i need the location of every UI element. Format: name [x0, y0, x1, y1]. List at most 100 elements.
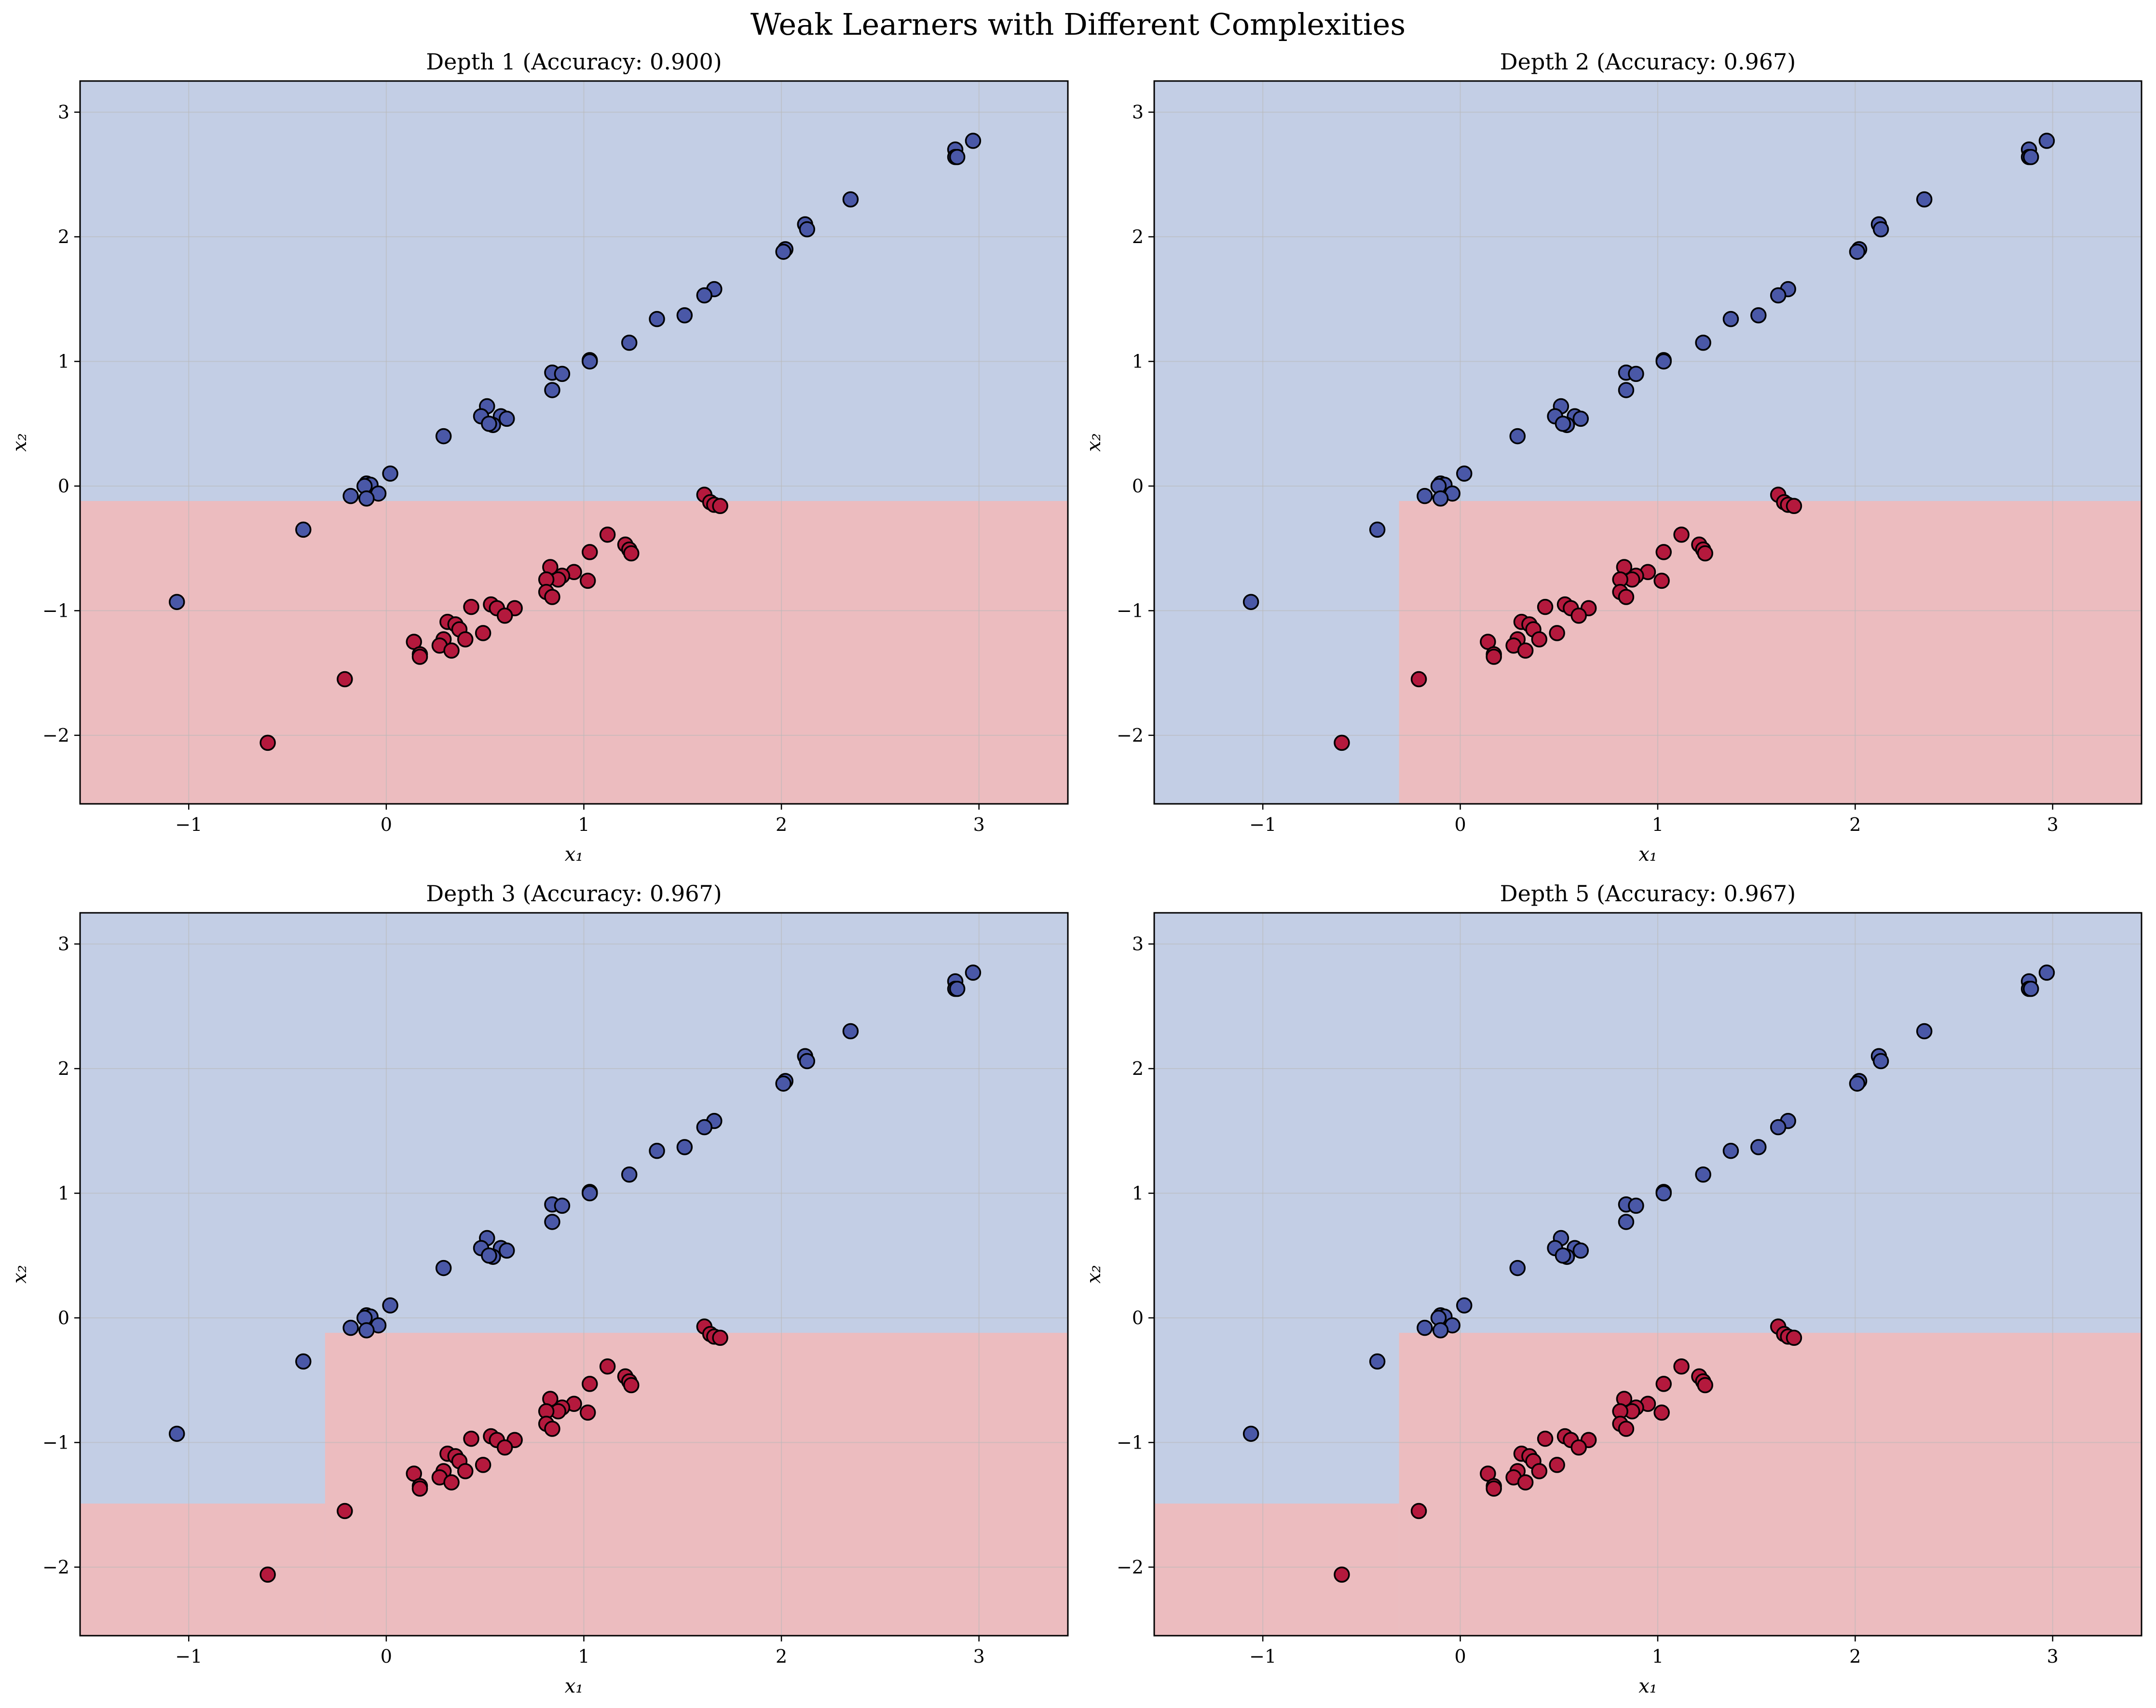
panel-4: −1 0 1 2 3 −2 −1 0 1 2 3 x₁ x₂ Depth 5 (Accuracy: 0.9…: [1083, 881, 2142, 1697]
point-class-blue: [1417, 1319, 1433, 1336]
y-tick-label: −2: [42, 1557, 69, 1578]
point-class-red: [337, 671, 353, 688]
point-class-blue: [1242, 1425, 1259, 1442]
y-axis-label: x₂: [9, 433, 31, 452]
y-axis-label: x₂: [1083, 1265, 1105, 1284]
point-class-blue: [582, 1185, 598, 1202]
point-class-blue: [799, 1053, 816, 1070]
y-tick-label: 3: [58, 102, 69, 123]
point-class-red: [712, 1329, 728, 1346]
y-tick-label: 2: [58, 226, 69, 247]
point-class-red: [475, 625, 491, 641]
point-class-blue: [544, 382, 560, 398]
point-class-red: [1537, 1430, 1554, 1447]
point-class-blue: [544, 1214, 560, 1230]
y-tick-label: 2: [1132, 226, 1144, 247]
point-class-blue: [1509, 1260, 1526, 1276]
point-class-blue: [342, 488, 359, 504]
point-class-blue: [1628, 366, 1644, 382]
y-tick-label: −2: [42, 725, 69, 746]
y-tick-label: −1: [1117, 600, 1144, 621]
point-class-blue: [965, 133, 982, 149]
x-tick-label: 0: [381, 814, 392, 835]
point-class-blue: [1242, 594, 1259, 610]
point-class-red: [1486, 649, 1502, 665]
point-class-red: [1786, 498, 1802, 515]
panel-title: Depth 2 (Accuracy: 0.967): [1500, 49, 1796, 75]
point-class-red: [411, 1480, 428, 1497]
axes-frame: [79, 80, 1069, 805]
point-class-red: [579, 572, 596, 589]
y-tick-label: 3: [1132, 934, 1144, 955]
y-tick-label: 0: [58, 475, 69, 497]
point-class-red: [1618, 589, 1635, 605]
x-axis-label: x₁: [1638, 1675, 1657, 1697]
point-class-red: [1549, 1457, 1565, 1473]
point-class-blue: [775, 1075, 791, 1092]
point-class-red: [1334, 734, 1350, 751]
point-class-red: [544, 589, 560, 605]
y-tick-label: 1: [1132, 1183, 1144, 1204]
panel-3: −1 0 1 2 3 −2 −1 0 1 2 3 x₁ x₂ Depth 3 (Accuracy: 0.9…: [9, 881, 1069, 1697]
point-class-red: [599, 527, 616, 543]
x-tick-label: 3: [973, 814, 985, 835]
point-class-blue: [1456, 465, 1473, 482]
point-class-red: [712, 498, 728, 515]
point-class-blue: [168, 594, 185, 610]
y-tick-label: −1: [42, 1432, 69, 1453]
region-red: [1154, 1504, 1399, 1636]
point-class-blue: [1916, 1023, 1933, 1040]
point-class-red: [1486, 1480, 1502, 1497]
point-class-blue: [1872, 1053, 1889, 1070]
point-class-red: [623, 1377, 640, 1394]
point-class-blue: [965, 964, 982, 981]
panel-title: Depth 1 (Accuracy: 0.900): [426, 49, 722, 75]
point-class-blue: [435, 428, 452, 445]
point-class-red: [1517, 642, 1534, 659]
point-class-blue: [1770, 287, 1787, 304]
x-tick-label: −1: [175, 814, 202, 835]
point-class-blue: [1849, 244, 1866, 260]
x-tick-label: 2: [776, 814, 787, 835]
point-class-blue: [1695, 334, 1711, 351]
point-class-blue: [295, 521, 312, 538]
region-red: [80, 1504, 325, 1636]
x-tick-label: 1: [578, 1646, 589, 1667]
point-class-red: [1334, 1566, 1350, 1583]
point-class-blue: [1432, 490, 1449, 507]
point-class-red: [457, 631, 474, 648]
y-axis-label: x₂: [9, 1265, 31, 1284]
point-class-blue: [799, 221, 816, 238]
point-class-red: [475, 1457, 491, 1473]
axes-frame: [1153, 912, 2142, 1637]
y-tick-label: 3: [58, 934, 69, 955]
y-tick-label: −2: [1117, 1557, 1144, 1578]
point-class-red: [623, 545, 640, 562]
point-class-blue: [1555, 1247, 1571, 1264]
point-class-blue: [1572, 410, 1589, 427]
plot-area: [1154, 913, 2142, 1636]
y-tick-label: 0: [1132, 475, 1144, 497]
point-class-red: [582, 544, 598, 560]
point-class-blue: [842, 1023, 859, 1040]
point-class-blue: [696, 287, 713, 304]
x-tick-label: 0: [1454, 1646, 1466, 1667]
point-class-blue: [1628, 1197, 1644, 1214]
point-class-red: [1517, 1474, 1534, 1491]
point-class-red: [1531, 1463, 1548, 1479]
point-class-blue: [168, 1425, 185, 1442]
point-class-blue: [1618, 1214, 1635, 1230]
point-class-blue: [435, 1260, 452, 1276]
x-tick-label: −1: [175, 1646, 202, 1667]
point-class-blue: [382, 465, 398, 482]
plot-area: [80, 913, 1068, 1636]
point-class-blue: [1432, 1322, 1449, 1339]
x-tick-label: 0: [381, 1646, 392, 1667]
x-tick-label: 2: [1849, 1646, 1861, 1667]
x-tick-label: 1: [578, 814, 589, 835]
figure-title: Weak Learners with Different Complexitie…: [751, 7, 1405, 42]
point-class-blue: [382, 1297, 398, 1314]
point-class-blue: [649, 311, 665, 327]
y-tick-label: 1: [1132, 351, 1144, 372]
